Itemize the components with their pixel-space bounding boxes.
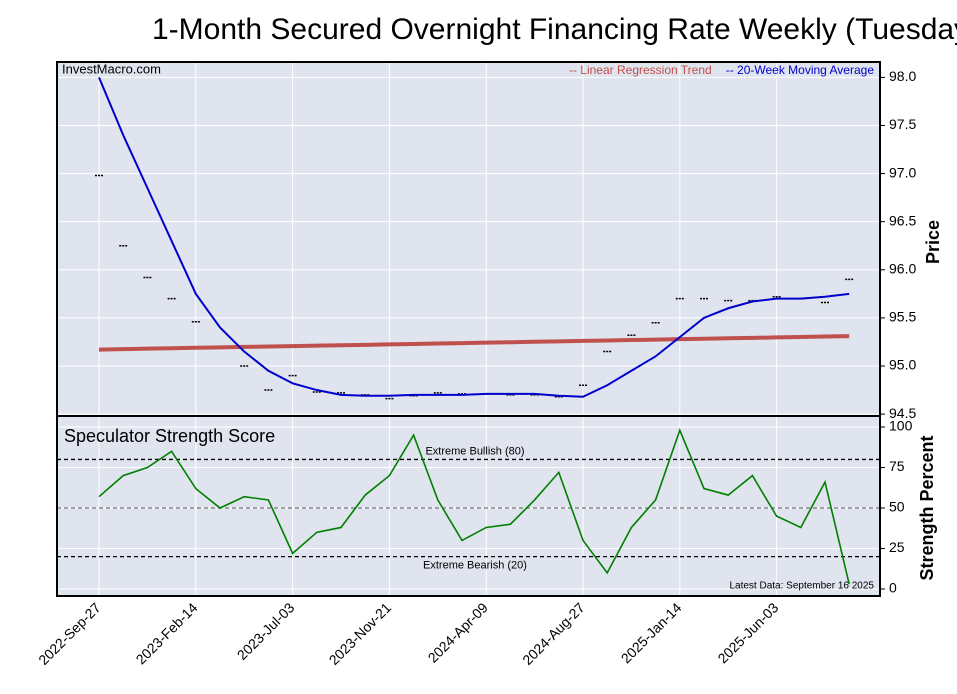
x-tick-label: 2023-Nov-21 [326, 599, 395, 668]
x-tick-label: 2025-Jun-03 [714, 599, 781, 666]
y-tick-label: 100 [889, 418, 913, 434]
strength-panel [57, 416, 880, 596]
strength-frame [56, 415, 881, 597]
y-tick-label: 94.5 [889, 405, 916, 421]
x-tick-label: 2024-Aug-27 [519, 599, 588, 668]
reference-label: Extreme Bearish (20) [423, 560, 527, 572]
legend-entry: -- Linear Regression Trend [569, 63, 712, 77]
x-tick-label: 2023-Jul-03 [234, 599, 298, 663]
y-axis-label: Strength Percent [917, 435, 937, 580]
x-tick-label: 2022-Sep-27 [35, 599, 104, 668]
series-line [98, 428, 850, 585]
source: InvestMacro.com [62, 61, 161, 76]
price-panel [57, 62, 880, 416]
y-tick-label: 95.5 [889, 309, 916, 325]
y-tick-label: 95.0 [889, 357, 916, 373]
chart-title: 1-Month Secured Overnight Financing Rate… [152, 13, 957, 46]
series-line [98, 77, 850, 398]
y-tick-label: 75 [889, 458, 905, 474]
x-tick-label: 2024-Apr-09 [425, 599, 491, 665]
y-tick-label: 96.0 [889, 260, 916, 276]
y-axis-label: Price [923, 220, 943, 264]
x-tick-label: 2025-Jan-14 [618, 599, 685, 666]
y-tick-label: 25 [889, 539, 905, 555]
panel-title: Speculator Strength Score [64, 426, 275, 446]
y-tick-label: 50 [889, 499, 905, 515]
note: Latest Data: September 16 2025 [729, 581, 874, 592]
y-tick-label: 97.0 [889, 164, 916, 180]
y-tick-label: 97.5 [889, 116, 916, 132]
legend-entry: -- 20-Week Moving Average [726, 63, 875, 77]
reference-label: Extreme Bullish (80) [425, 445, 524, 457]
y-tick-label: 0 [889, 580, 897, 596]
x-tick-label: 2023-Feb-14 [133, 599, 201, 667]
y-tick-label: 96.5 [889, 212, 916, 228]
series-line [98, 334, 850, 352]
y-tick-label: 98.0 [889, 68, 916, 84]
